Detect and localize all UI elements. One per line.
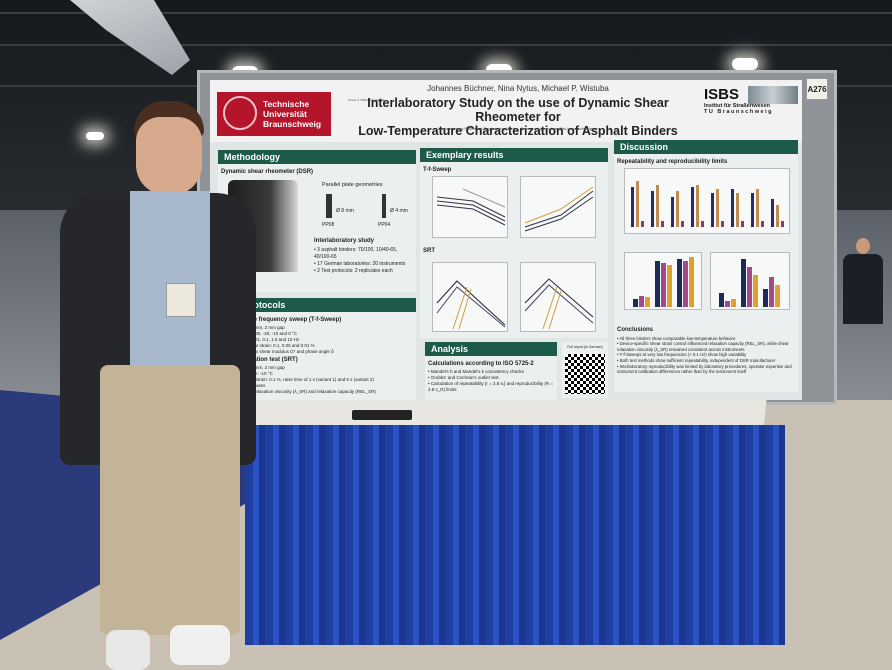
ceiling-light (732, 58, 758, 70)
srt-stress-chart-1 (432, 262, 508, 332)
ceiling-beam (0, 44, 892, 46)
poster: Technische Universität Braunschweig Post… (210, 80, 802, 402)
pp04-plate-icon (382, 194, 386, 218)
left-shoe (106, 630, 150, 670)
viscosity-limits-bar-chart (624, 252, 702, 310)
affiliation: Braunschweig Pavement Engineering Centre… (438, 126, 598, 131)
srt-stress-chart-2 (520, 262, 596, 332)
analysis-section: Analysis Calculations according to ISO 5… (425, 342, 557, 400)
presenter-trousers (100, 365, 240, 635)
exemplary-results-section: Exemplary results T-f-Sweep SRT (420, 148, 608, 338)
blue-table-skirt (245, 425, 785, 645)
ceiling-light (86, 132, 104, 140)
authors: Johannes Büchner, Nina Nytus, Michael P.… (427, 84, 609, 93)
phase-angle-chart (520, 176, 596, 238)
poster-number: Poster # TRBAM-26-01329 (348, 98, 385, 102)
presenter-shirt (130, 191, 210, 371)
presenter-face (136, 117, 202, 195)
university-seal-icon (223, 96, 257, 130)
background-attendee (843, 238, 883, 348)
name-badge (166, 283, 196, 317)
poster-title: Interlaboratory Study on the use of Dyna… (358, 96, 678, 138)
modulus-limits-bar-chart (624, 168, 790, 234)
isbs-logo: ISBS Institut für Straßenwesen TU Brauns… (704, 86, 800, 134)
presenter (60, 95, 260, 670)
right-shoe (170, 625, 230, 665)
relaxation-capacity-limits-bar-chart (710, 252, 790, 310)
phone-on-table (352, 410, 412, 420)
ceiling-beam (0, 12, 892, 14)
isbs-building-image (748, 86, 798, 104)
pp08-plate-icon (326, 194, 332, 218)
qr-code-block: Full report (in German) (562, 342, 608, 398)
qr-code[interactable] (565, 354, 605, 394)
complex-modulus-chart (432, 176, 508, 238)
tu-braunschweig-logo: Technische Universität Braunschweig (217, 92, 331, 136)
poster-header: Technische Universität Braunschweig Post… (210, 80, 802, 142)
booth-number: A276 (806, 78, 828, 100)
discussion-section: Discussion Repeatability and reproducibi… (614, 140, 798, 392)
